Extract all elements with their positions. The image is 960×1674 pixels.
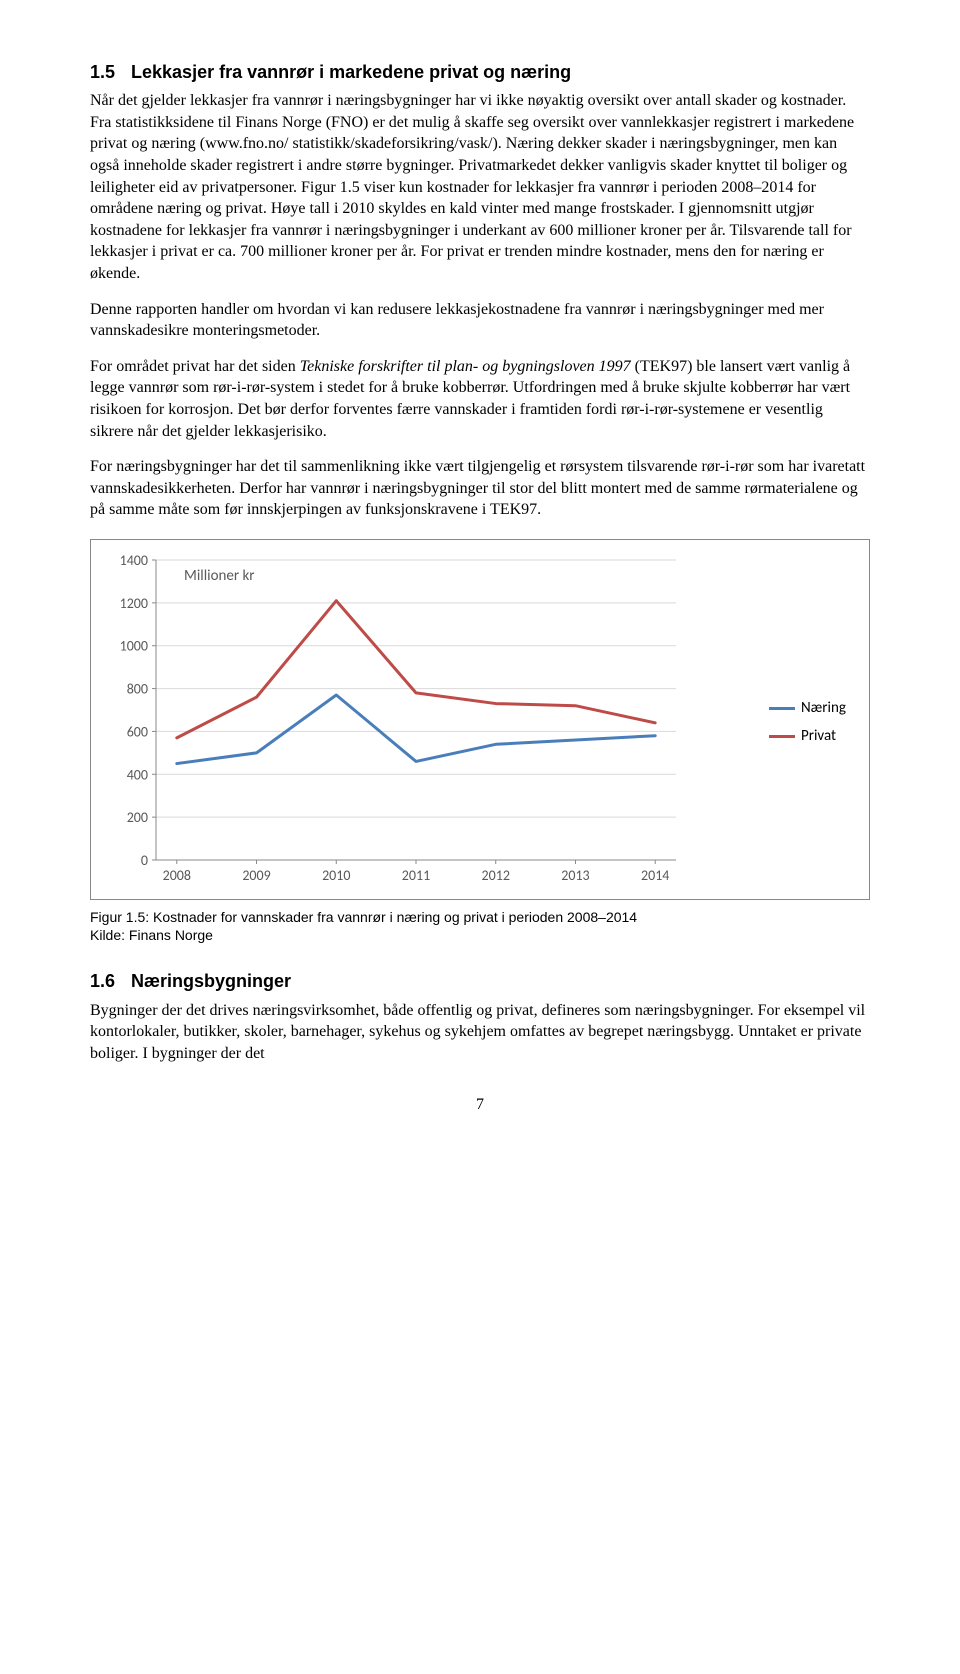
- svg-text:Millioner kr: Millioner kr: [184, 567, 255, 585]
- svg-text:0: 0: [141, 852, 148, 869]
- cost-chart-container: 0 200 400 600 800 1000 1200 1400 2008 2009 2010 201…: [90, 539, 870, 900]
- legend-item: Privat: [769, 726, 859, 746]
- section5-para2: Denne rapporten handler om hvordan vi ka…: [90, 299, 870, 342]
- legend-swatch: [769, 707, 795, 710]
- section5-p3-a: For området privat har det siden: [90, 358, 300, 375]
- svg-text:2008: 2008: [163, 867, 191, 884]
- section5-para1: Når det gjelder lekkasjer fra vannrør i …: [90, 90, 870, 284]
- svg-text:2013: 2013: [561, 867, 589, 884]
- svg-text:200: 200: [127, 809, 148, 826]
- legend-item: Næring: [769, 698, 859, 718]
- svg-text:2009: 2009: [242, 867, 270, 884]
- section-title: Lekkasjer fra vannrør i markedene privat…: [131, 62, 571, 82]
- figure-caption: Figur 1.5: Kostnader for vannskader fra …: [90, 908, 870, 946]
- svg-text:1000: 1000: [120, 638, 148, 655]
- section5-para4: For næringsbygninger har det til sammenl…: [90, 456, 870, 521]
- svg-text:2014: 2014: [641, 867, 669, 884]
- svg-text:800: 800: [127, 681, 148, 698]
- caption-line1: Figur 1.5: Kostnader for vannskader fra …: [90, 909, 637, 925]
- section6-para1: Bygninger der det drives næringsvirksomh…: [90, 1000, 870, 1065]
- section-1-5-heading: 1.5 Lekkasjer fra vannrør i markedene pr…: [90, 60, 870, 84]
- svg-text:400: 400: [127, 766, 148, 783]
- section-number: 1.6: [90, 969, 126, 993]
- svg-text:2012: 2012: [482, 867, 510, 884]
- section-title: Næringsbygninger: [131, 971, 291, 991]
- svg-text:1200: 1200: [120, 595, 148, 612]
- caption-line2: Kilde: Finans Norge: [90, 927, 213, 943]
- legend-label: Næring: [801, 698, 846, 718]
- legend-swatch: [769, 735, 795, 738]
- chart-legend: Næring Privat: [759, 550, 859, 895]
- svg-text:600: 600: [127, 723, 148, 740]
- svg-text:2010: 2010: [322, 867, 350, 884]
- section-number: 1.5: [90, 60, 126, 84]
- svg-text:1400: 1400: [120, 552, 148, 569]
- cost-line-chart: 0 200 400 600 800 1000 1200 1400 2008 2009 2010 201…: [101, 550, 686, 888]
- svg-text:2011: 2011: [402, 867, 430, 884]
- legend-label: Privat: [801, 726, 836, 746]
- page-number: 7: [90, 1094, 870, 1116]
- section5-para3: For området privat har det siden Teknisk…: [90, 356, 870, 442]
- section5-p3-italic: Tekniske forskrifter til plan- og bygnin…: [300, 358, 631, 375]
- section-1-6-heading: 1.6 Næringsbygninger: [90, 969, 870, 993]
